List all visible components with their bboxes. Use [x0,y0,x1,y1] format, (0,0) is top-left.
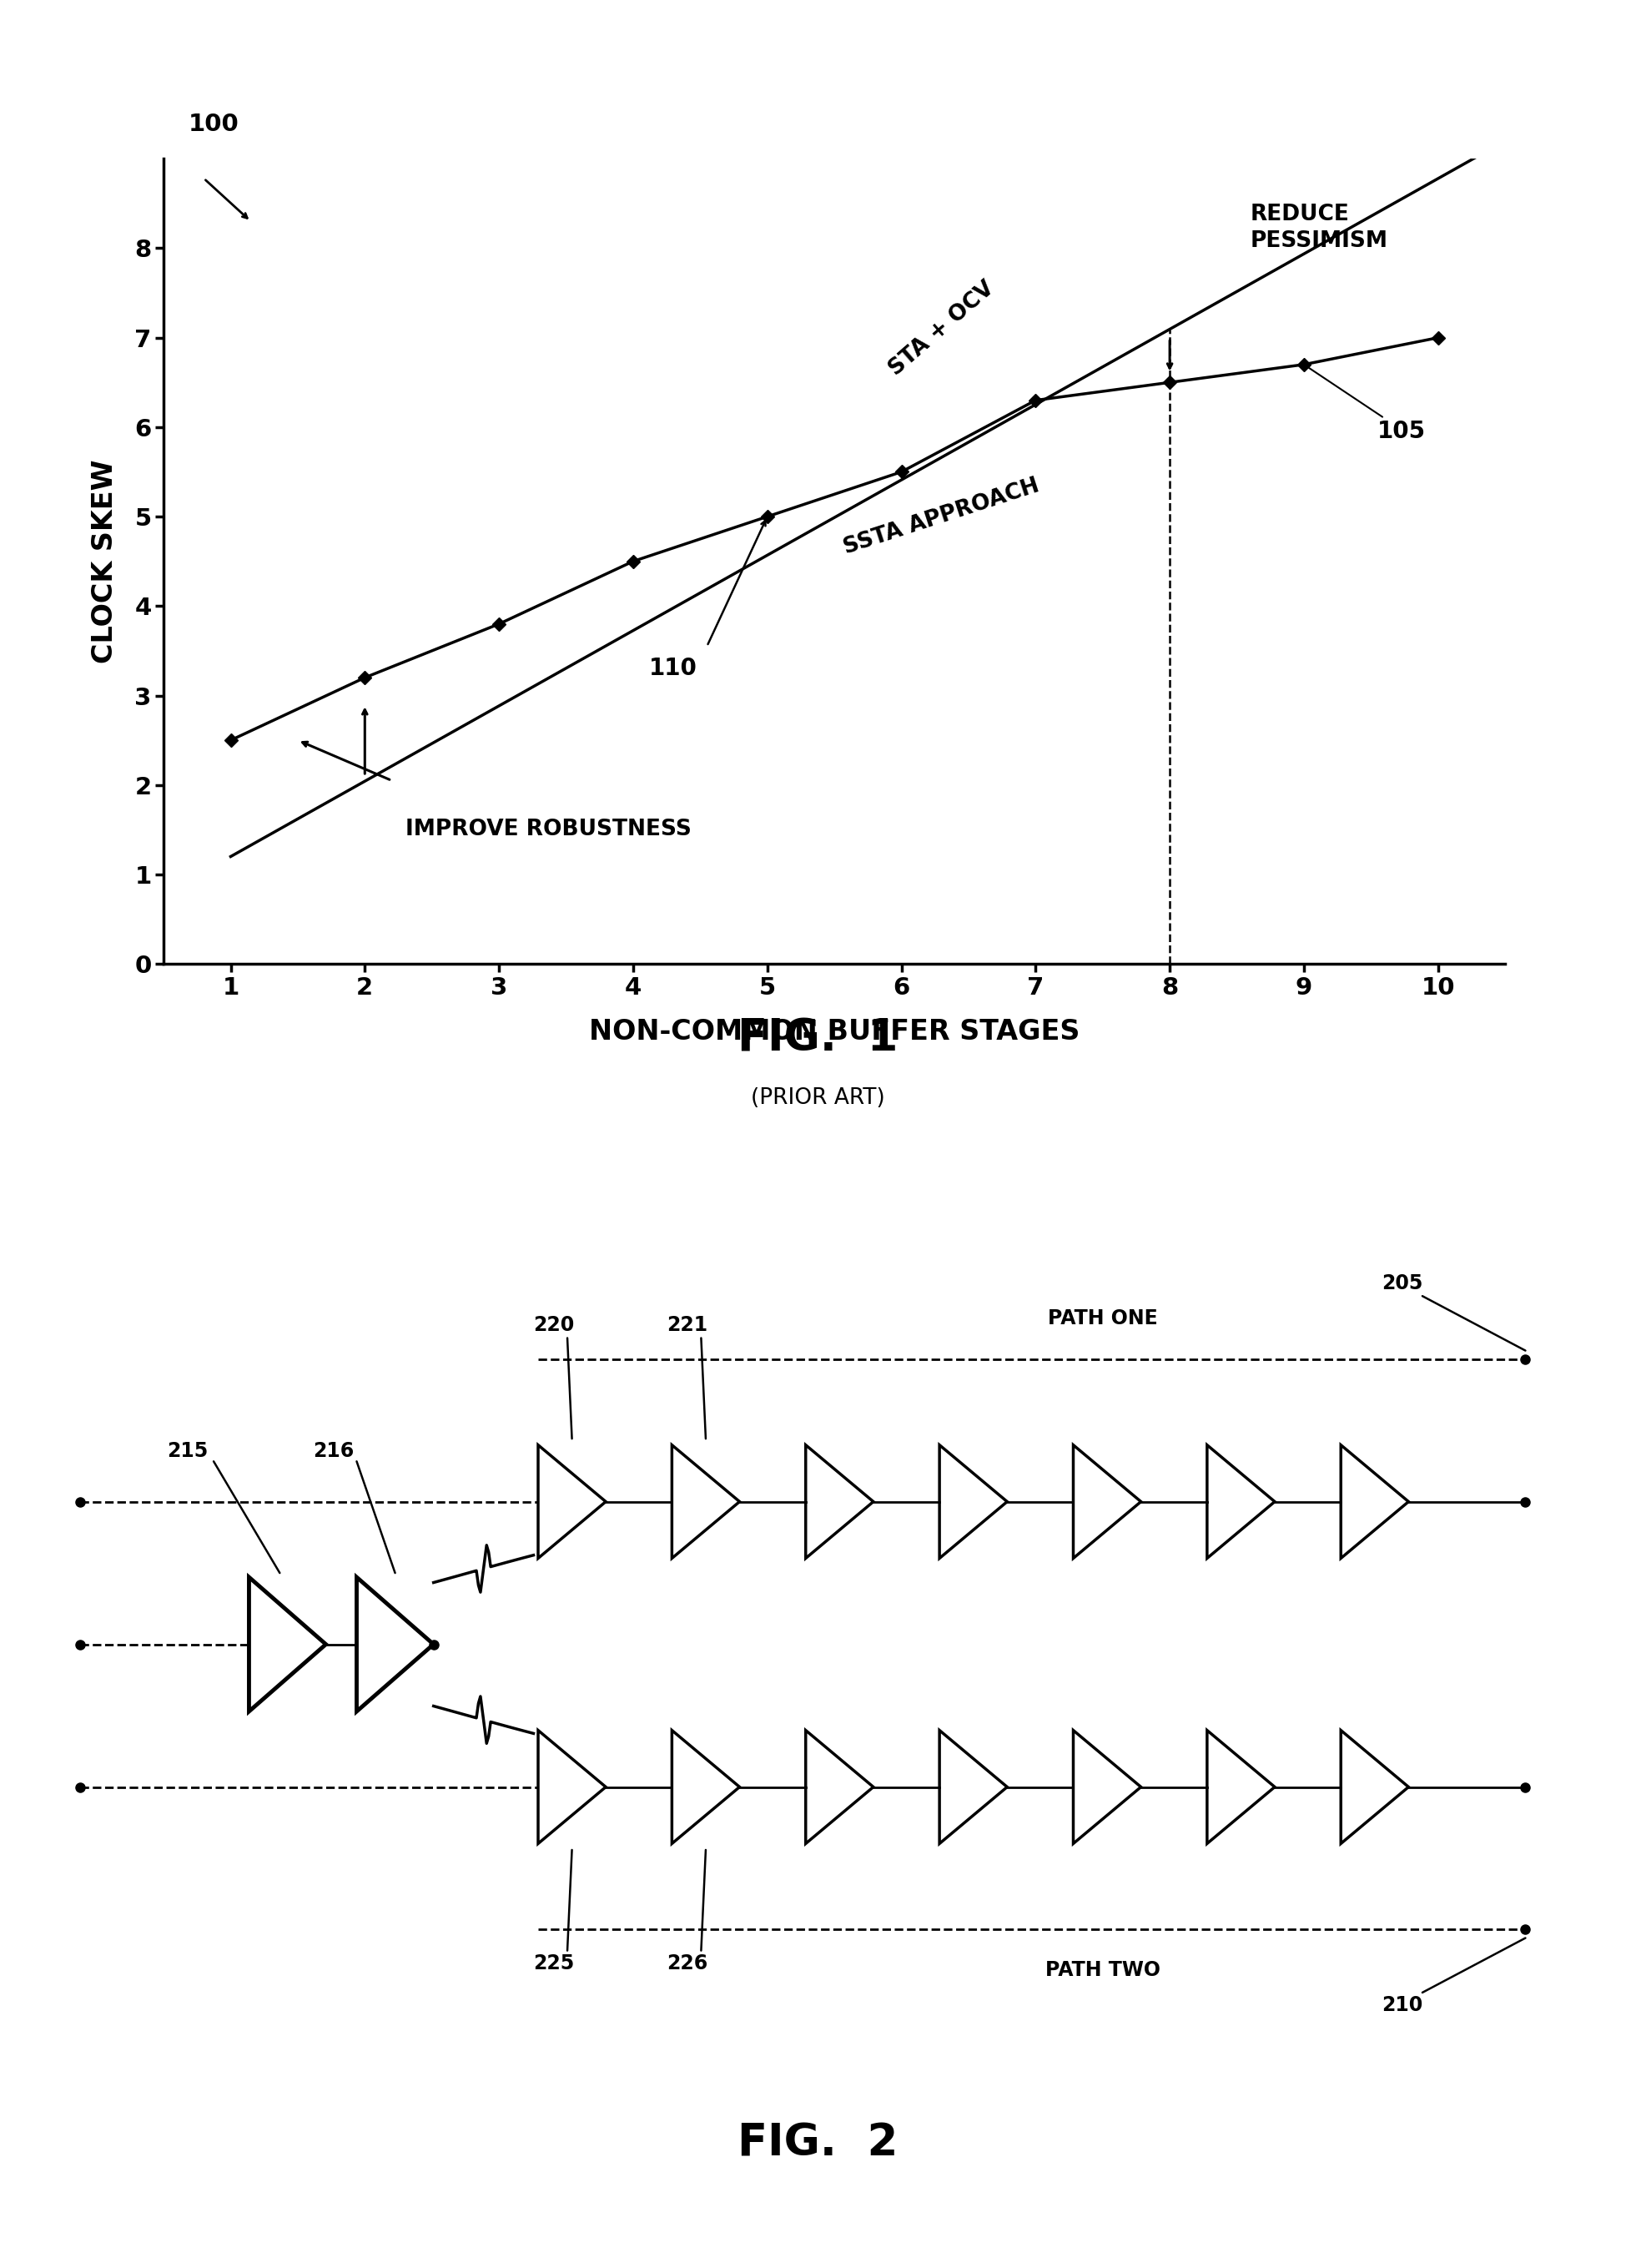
Text: 100: 100 [188,113,239,136]
Text: SSTA APPROACH: SSTA APPROACH [841,474,1042,558]
X-axis label: NON-COMMON BUFFER STAGES: NON-COMMON BUFFER STAGES [589,1018,1080,1046]
Text: IMPROVE ROBUSTNESS: IMPROVE ROBUSTNESS [406,819,690,841]
Text: 220: 220 [533,1315,574,1336]
Text: 205: 205 [1382,1272,1423,1293]
Text: STA + OCV: STA + OCV [885,277,998,381]
Text: 221: 221 [667,1315,708,1336]
Text: 225: 225 [533,1953,574,1973]
Text: 215: 215 [167,1440,208,1461]
Text: 226: 226 [667,1953,708,1973]
Text: 216: 216 [312,1440,353,1461]
Text: (PRIOR ART): (PRIOR ART) [751,1086,885,1109]
Text: 105: 105 [1378,420,1427,442]
Text: PATH TWO: PATH TWO [1045,1960,1160,1980]
Text: 210: 210 [1382,1996,1423,2016]
Text: FIG.  1: FIG. 1 [738,1016,898,1061]
Text: FIG.  2: FIG. 2 [738,2121,898,2166]
Text: PATH ONE: PATH ONE [1047,1309,1157,1329]
Y-axis label: CLOCK SKEW: CLOCK SKEW [90,460,118,662]
Text: REDUCE
PESSIMISM: REDUCE PESSIMISM [1250,204,1387,252]
Text: 110: 110 [649,658,697,680]
